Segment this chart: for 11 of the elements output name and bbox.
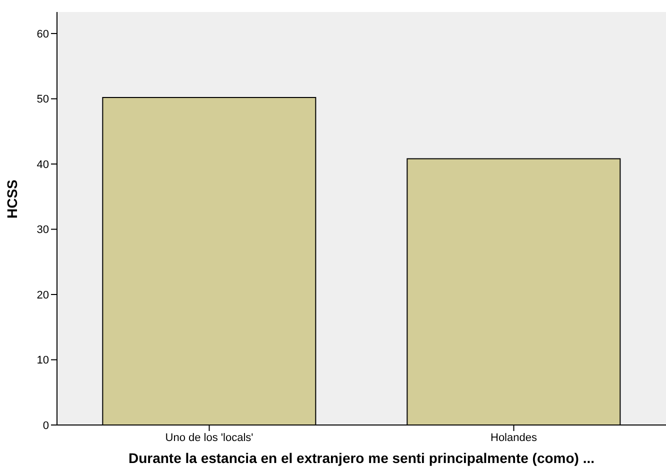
y-tick-label: 10 xyxy=(36,354,49,367)
x-axis-title: Durante la estancia en el extranjero me senti principalmente (como) ... xyxy=(128,450,595,466)
y-tick-label: 20 xyxy=(36,289,49,302)
y-tick-label: 50 xyxy=(36,94,49,106)
y-axis-title: HCSS xyxy=(4,180,20,218)
x-tick-label: Uno de los 'locals' xyxy=(165,432,254,444)
y-tick-label: 0 xyxy=(42,420,49,432)
y-tick-label: 30 xyxy=(36,224,49,236)
y-tick-label: 40 xyxy=(36,158,49,171)
x-tick-label: Holandes xyxy=(490,432,538,444)
y-tick-label: 60 xyxy=(36,28,49,40)
